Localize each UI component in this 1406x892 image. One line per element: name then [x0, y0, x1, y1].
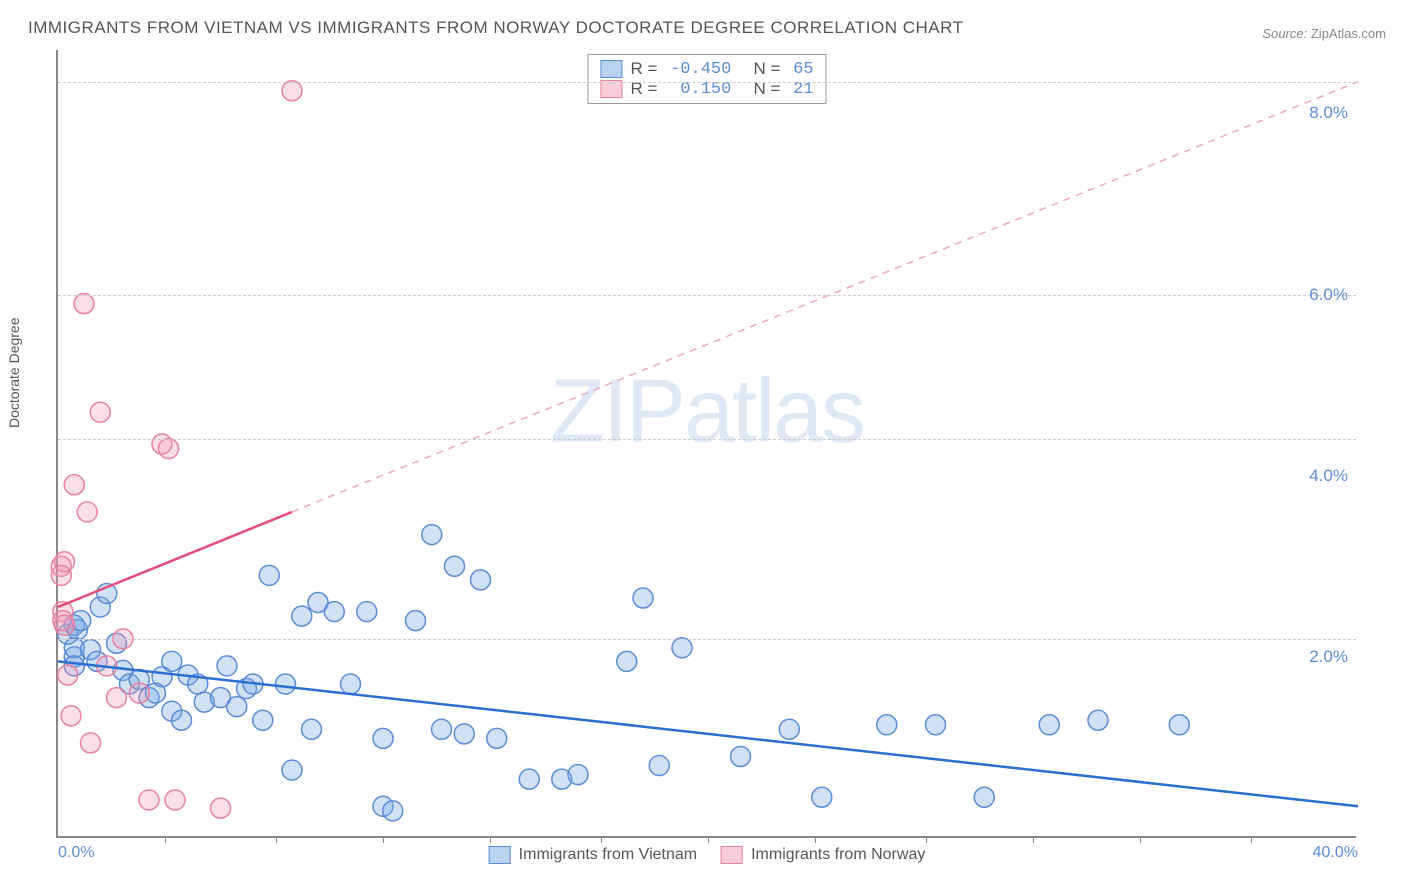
legend-r-value: -0.450 — [670, 60, 731, 79]
data-point — [55, 615, 75, 635]
data-point — [633, 588, 653, 608]
trend-line — [292, 82, 1358, 512]
plot-area: ZIPatlas R = -0.450 N = 65R = 0.150 N = … — [56, 50, 1356, 838]
data-point — [129, 683, 149, 703]
data-point — [58, 665, 78, 685]
data-point — [422, 525, 442, 545]
legend-row: R = -0.450 N = 65 — [600, 59, 813, 79]
data-point — [139, 790, 159, 810]
data-point — [406, 611, 426, 631]
data-point — [812, 787, 832, 807]
y-axis-label: Doctorate Degree — [6, 317, 22, 428]
data-point — [1088, 710, 1108, 730]
data-point — [81, 733, 101, 753]
data-point — [90, 402, 110, 422]
data-point — [276, 674, 296, 694]
data-point — [519, 769, 539, 789]
data-point — [74, 294, 94, 314]
y-tick-label: 6.0% — [1309, 285, 1348, 305]
series-legend: Immigrants from Vietnam Immigrants from N… — [489, 846, 926, 864]
data-point — [731, 746, 751, 766]
data-point — [61, 706, 81, 726]
chart-svg — [58, 50, 1356, 836]
y-tick-label: 2.0% — [1309, 647, 1348, 667]
trend-line — [58, 512, 292, 607]
data-point — [259, 565, 279, 585]
data-point — [341, 674, 361, 694]
data-point — [162, 651, 182, 671]
correlation-legend: R = -0.450 N = 65R = 0.150 N = 21 — [587, 54, 826, 104]
x-tick-mark — [601, 836, 602, 843]
data-point — [217, 656, 237, 676]
x-tick-mark — [276, 836, 277, 843]
x-tick-mark — [383, 836, 384, 843]
source-attribution: Source: ZipAtlas.com — [1262, 26, 1386, 41]
x-tick-mark — [1251, 836, 1252, 843]
x-tick-mark — [926, 836, 927, 843]
data-point — [568, 765, 588, 785]
data-point — [617, 651, 637, 671]
data-point — [324, 602, 344, 622]
data-point — [77, 502, 97, 522]
legend-swatch — [600, 80, 622, 98]
y-tick-label: 4.0% — [1309, 466, 1348, 486]
data-point — [649, 756, 669, 776]
data-point — [1039, 715, 1059, 735]
data-point — [454, 724, 474, 744]
trend-line — [58, 661, 1358, 806]
data-point — [357, 602, 377, 622]
data-point — [292, 606, 312, 626]
data-point — [672, 638, 692, 658]
y-tick-label: 8.0% — [1309, 103, 1348, 123]
data-point — [159, 439, 179, 459]
data-point — [227, 697, 247, 717]
legend-n-label: N = — [739, 59, 785, 79]
series-legend-label: Immigrants from Vietnam — [519, 846, 697, 864]
x-tick-mark — [1140, 836, 1141, 843]
data-point — [383, 801, 403, 821]
gridline — [58, 82, 1356, 83]
data-point — [926, 715, 946, 735]
data-point — [107, 688, 127, 708]
data-point — [253, 710, 273, 730]
series-legend-label: Immigrants from Norway — [751, 846, 925, 864]
x-tick-label: 40.0% — [1313, 844, 1358, 862]
data-point — [779, 719, 799, 739]
chart-title: IMMIGRANTS FROM VIETNAM VS IMMIGRANTS FR… — [28, 18, 964, 38]
data-point — [432, 719, 452, 739]
data-point — [211, 798, 231, 818]
data-point — [64, 475, 84, 495]
data-point — [1169, 715, 1189, 735]
data-point — [487, 728, 507, 748]
gridline — [58, 639, 1356, 640]
data-point — [877, 715, 897, 735]
x-tick-mark — [165, 836, 166, 843]
source-label: Source: — [1262, 26, 1307, 41]
data-point — [445, 556, 465, 576]
series-legend-item: Immigrants from Vietnam — [489, 846, 697, 864]
legend-n-value: 65 — [793, 60, 813, 79]
series-legend-item: Immigrants from Norway — [721, 846, 925, 864]
x-tick-mark — [1033, 836, 1034, 843]
x-tick-label: 0.0% — [58, 844, 94, 862]
source-name[interactable]: ZipAtlas.com — [1311, 26, 1386, 41]
legend-r-label: R = — [630, 59, 662, 79]
data-point — [302, 719, 322, 739]
legend-swatch — [721, 846, 743, 864]
legend-swatch — [600, 60, 622, 78]
x-tick-mark — [815, 836, 816, 843]
data-point — [55, 552, 75, 572]
legend-swatch — [489, 846, 511, 864]
gridline — [58, 439, 1356, 440]
gridline — [58, 295, 1356, 296]
data-point — [165, 790, 185, 810]
data-point — [282, 760, 302, 780]
x-tick-mark — [490, 836, 491, 843]
data-point — [471, 570, 491, 590]
data-point — [373, 728, 393, 748]
data-point — [282, 81, 302, 101]
x-tick-mark — [708, 836, 709, 843]
data-point — [172, 710, 192, 730]
data-point — [974, 787, 994, 807]
